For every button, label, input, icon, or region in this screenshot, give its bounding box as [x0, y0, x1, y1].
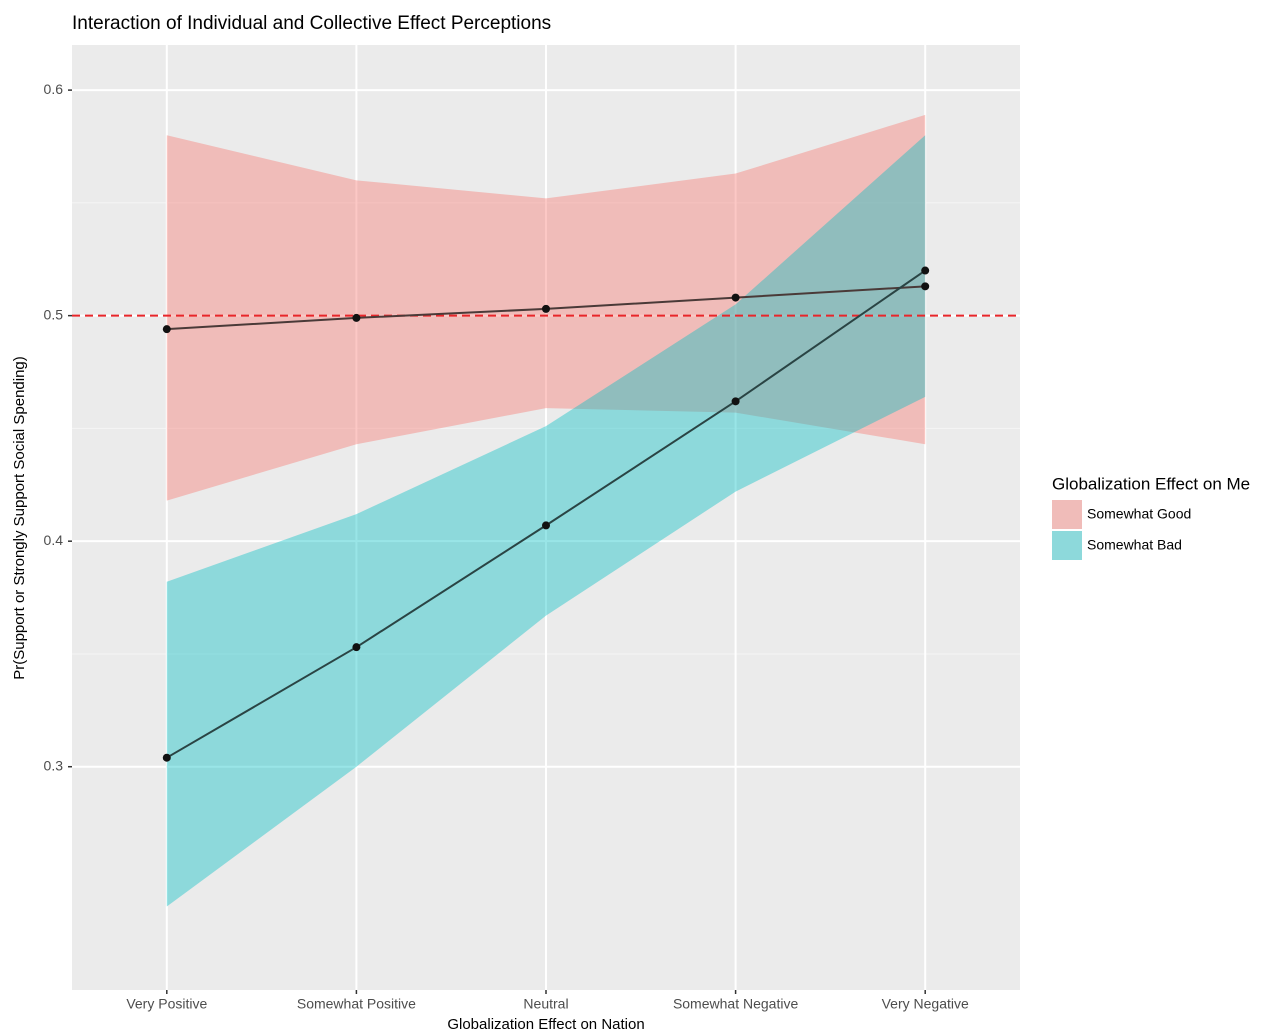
x-axis-title: Globalization Effect on Nation: [447, 1016, 644, 1032]
x-tick-label: Very Negative: [882, 996, 969, 1012]
legend-key: [1052, 531, 1082, 560]
point: [921, 266, 930, 275]
y-tick-label: 0.3: [44, 757, 64, 773]
y-axis-title: Pr(Support or Strongly Support Social Sp…: [11, 356, 28, 680]
y-tick-label: 0.4: [44, 532, 64, 548]
legend-key-bg: [1052, 531, 1082, 560]
point: [731, 397, 740, 406]
point: [162, 325, 171, 334]
point: [352, 313, 361, 322]
y-tick-label: 0.5: [44, 306, 64, 322]
legend-title: Globalization Effect on Me: [1052, 474, 1250, 493]
x-tick-label: Very Positive: [126, 996, 207, 1012]
point: [731, 293, 740, 302]
point: [352, 643, 361, 652]
x-tick-label: Somewhat Positive: [297, 996, 416, 1012]
legend-key: [1052, 500, 1082, 529]
ribbon: [166, 135, 926, 907]
legend-key-bg: [1052, 500, 1082, 529]
point: [162, 753, 171, 762]
x-tick-label: Somewhat Negative: [673, 996, 799, 1012]
chart-title: Interaction of Individual and Collective…: [72, 13, 551, 34]
point: [542, 521, 550, 530]
point: [542, 304, 550, 313]
y-tick-label: 0.6: [44, 81, 64, 97]
x-tick-label: Neutral: [523, 996, 568, 1012]
point: [921, 282, 930, 291]
legend-label: Somewhat Bad: [1087, 537, 1182, 553]
legend-label: Somewhat Good: [1087, 506, 1191, 522]
